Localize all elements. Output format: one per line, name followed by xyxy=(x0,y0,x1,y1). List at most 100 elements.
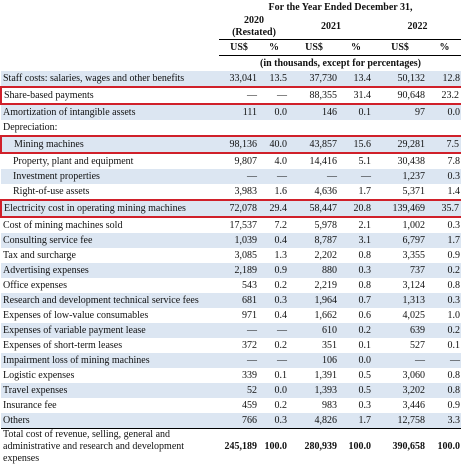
cell-value: 2.1 xyxy=(339,217,373,233)
cell-value: 0.2 xyxy=(427,263,461,278)
cell-value: 0.9 xyxy=(427,248,461,263)
cell-value: 0.8 xyxy=(427,368,461,383)
cell-value: 20.8 xyxy=(339,200,373,217)
row-label: Cost of mining machines sold xyxy=(1,217,219,233)
row-label: Travel expenses xyxy=(1,383,219,398)
year-header: 2022 xyxy=(373,15,461,40)
cell-value: 3,085 xyxy=(219,248,259,263)
cell-value: 1,039 xyxy=(219,233,259,248)
cell-value: 1.7 xyxy=(427,233,461,248)
cell-value: — xyxy=(259,169,289,184)
cell-value: 4,826 xyxy=(289,413,339,429)
cell-value: 4.0 xyxy=(259,153,289,169)
cell-value: 0.3 xyxy=(339,263,373,278)
cell-value: 737 xyxy=(373,263,427,278)
year: 2020 xyxy=(221,15,287,27)
cell-value: 1.7 xyxy=(339,184,373,200)
cell-value: 245,189 xyxy=(219,429,259,465)
cell-value: — xyxy=(373,353,427,368)
cell-value: 0.1 xyxy=(427,338,461,353)
row-label: Expenses of low-value consumables xyxy=(1,308,219,323)
row-label: Others xyxy=(1,413,219,429)
cell-value: 13.5 xyxy=(259,71,289,87)
cell-value: 459 xyxy=(219,398,259,413)
cell-value: 0.5 xyxy=(339,383,373,398)
cell-value: — xyxy=(219,323,259,338)
blank xyxy=(339,120,373,136)
blank xyxy=(427,120,461,136)
unit-label: % xyxy=(339,40,373,56)
row-label: Mining machines xyxy=(1,136,219,153)
cell-value: 0.1 xyxy=(259,368,289,383)
cell-value: 50,132 xyxy=(373,71,427,87)
unit-label: US$ xyxy=(219,40,259,56)
row-label: Staff costs: salaries, wages and other b… xyxy=(1,71,219,87)
cell-value: 0.4 xyxy=(259,233,289,248)
blank xyxy=(259,120,289,136)
cell-value: 1,313 xyxy=(373,293,427,308)
row-label: Tax and surcharge xyxy=(1,248,219,263)
row-label: Insurance fee xyxy=(1,398,219,413)
cell-value: 0.8 xyxy=(339,248,373,263)
row-label: Office expenses xyxy=(1,278,219,293)
row-label: Depreciation: xyxy=(1,120,219,136)
cell-value: 1.0 xyxy=(427,308,461,323)
cell-value: 58,447 xyxy=(289,200,339,217)
cell-value: 681 xyxy=(219,293,259,308)
unit-label: % xyxy=(259,40,289,56)
cell-value: 52 xyxy=(219,383,259,398)
cell-value: 12,758 xyxy=(373,413,427,429)
cell-value: 0.2 xyxy=(339,323,373,338)
cell-value: 4,025 xyxy=(373,308,427,323)
row-label: Total cost of revenue, selling, general … xyxy=(1,429,219,465)
cell-value: 0.3 xyxy=(339,398,373,413)
cell-value: 3.1 xyxy=(339,233,373,248)
row-label: Logistic expenses xyxy=(1,368,219,383)
cell-value: 1.7 xyxy=(339,413,373,429)
cell-value: 40.0 xyxy=(259,136,289,153)
row-label: Electricity cost in operating mining mac… xyxy=(1,200,219,217)
cell-value: 2,219 xyxy=(289,278,339,293)
cell-value: 0.0 xyxy=(259,383,289,398)
row-label: Expenses of short-term leases xyxy=(1,338,219,353)
cell-value: 29,281 xyxy=(373,136,427,153)
year-header: 2021 xyxy=(289,15,373,40)
cell-value: 139,469 xyxy=(373,200,427,217)
row-label: Right-of-use assets xyxy=(1,184,219,200)
cell-value: 98,136 xyxy=(219,136,259,153)
cell-value: 0.3 xyxy=(259,293,289,308)
cell-value: 639 xyxy=(373,323,427,338)
cell-value: 372 xyxy=(219,338,259,353)
cell-value: — xyxy=(427,353,461,368)
cell-value: — xyxy=(219,87,259,104)
cell-value: 1.3 xyxy=(259,248,289,263)
cell-value: 0.0 xyxy=(259,104,289,120)
row-label: Expenses of variable payment lease xyxy=(1,323,219,338)
cell-value: 37,730 xyxy=(289,71,339,87)
cell-value: 0.9 xyxy=(427,398,461,413)
header-title: For the Year Ended December 31, xyxy=(219,0,461,15)
year-header: 2020(Restated) xyxy=(219,15,289,40)
cell-value: 35.7 xyxy=(427,200,461,217)
blank xyxy=(289,120,339,136)
cell-value: 0.1 xyxy=(339,338,373,353)
cell-value: — xyxy=(219,353,259,368)
cell-value: 23.2 xyxy=(427,87,461,104)
year-note: (Restated) xyxy=(221,27,287,39)
cell-value: 9,807 xyxy=(219,153,259,169)
caption: (in thousands, except for percentages) xyxy=(219,56,461,72)
cell-value: 1,391 xyxy=(289,368,339,383)
cell-value: 100.0 xyxy=(339,429,373,465)
cell-value: 3,060 xyxy=(373,368,427,383)
